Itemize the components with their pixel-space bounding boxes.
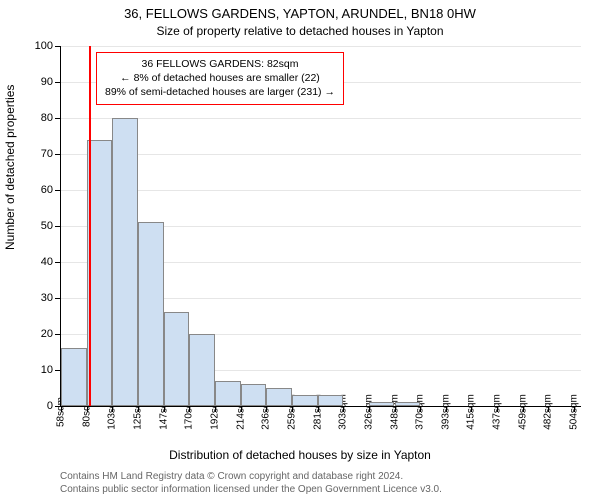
grid-line <box>61 118 581 119</box>
histogram-bar <box>292 395 318 406</box>
y-tick <box>55 226 61 227</box>
histogram-bar <box>112 118 138 406</box>
plot-area: 010203040506070809010058sqm80sqm103sqm12… <box>60 46 581 407</box>
footer-line-2: Contains public sector information licen… <box>60 484 442 495</box>
y-tick-label: 100 <box>35 40 53 52</box>
histogram-bar <box>164 312 190 406</box>
x-tick-label: 348sqm <box>389 394 400 430</box>
chart-title-sub: Size of property relative to detached ho… <box>0 24 600 38</box>
x-tick-label: 326sqm <box>363 394 374 430</box>
x-tick-label: 504sqm <box>569 394 580 430</box>
chart-container: 36, FELLOWS GARDENS, YAPTON, ARUNDEL, BN… <box>0 0 600 500</box>
histogram-bar <box>318 395 344 406</box>
annotation-line-2: ← 8% of detached houses are smaller (22) <box>105 71 335 85</box>
y-tick <box>55 118 61 119</box>
y-tick-label: 0 <box>47 400 53 412</box>
x-tick-label: 370sqm <box>415 394 426 430</box>
y-axis-label: Number of detached properties <box>3 85 17 250</box>
x-tick-label: 482sqm <box>543 394 554 430</box>
grid-line <box>61 154 581 155</box>
y-tick <box>55 190 61 191</box>
y-tick-label: 30 <box>41 292 53 304</box>
grid-line <box>61 190 581 191</box>
marker-line <box>89 46 91 406</box>
y-tick-label: 10 <box>41 364 53 376</box>
y-tick <box>55 82 61 83</box>
annotation-box: 36 FELLOWS GARDENS: 82sqm← 8% of detache… <box>96 52 344 105</box>
x-tick-label: 459sqm <box>517 394 528 430</box>
y-tick-label: 80 <box>41 112 53 124</box>
y-tick-label: 40 <box>41 256 53 268</box>
y-tick <box>55 46 61 47</box>
histogram-bar <box>266 388 292 406</box>
x-tick-label: 393sqm <box>440 394 451 430</box>
histogram-bar <box>138 222 164 406</box>
histogram-bar <box>395 402 421 406</box>
y-tick <box>55 262 61 263</box>
histogram-bar <box>61 348 87 406</box>
x-axis-label: Distribution of detached houses by size … <box>0 448 600 462</box>
histogram-bar <box>189 334 215 406</box>
histogram-bar <box>241 384 267 406</box>
annotation-line-1: 36 FELLOWS GARDENS: 82sqm <box>105 57 335 71</box>
y-tick-label: 50 <box>41 220 53 232</box>
footer-line-1: Contains HM Land Registry data © Crown c… <box>60 471 403 482</box>
y-tick-label: 70 <box>41 148 53 160</box>
y-tick <box>55 334 61 335</box>
y-tick-label: 20 <box>41 328 53 340</box>
y-tick <box>55 298 61 299</box>
y-tick <box>55 154 61 155</box>
annotation-line-3: 89% of semi-detached houses are larger (… <box>105 85 335 99</box>
grid-line <box>61 46 581 47</box>
histogram-bar <box>369 402 395 406</box>
y-tick-label: 60 <box>41 184 53 196</box>
chart-title-main: 36, FELLOWS GARDENS, YAPTON, ARUNDEL, BN… <box>0 6 600 21</box>
y-tick-label: 90 <box>41 76 53 88</box>
histogram-bar <box>215 381 241 406</box>
x-tick-label: 415sqm <box>466 394 477 430</box>
x-tick-label: 437sqm <box>492 394 503 430</box>
